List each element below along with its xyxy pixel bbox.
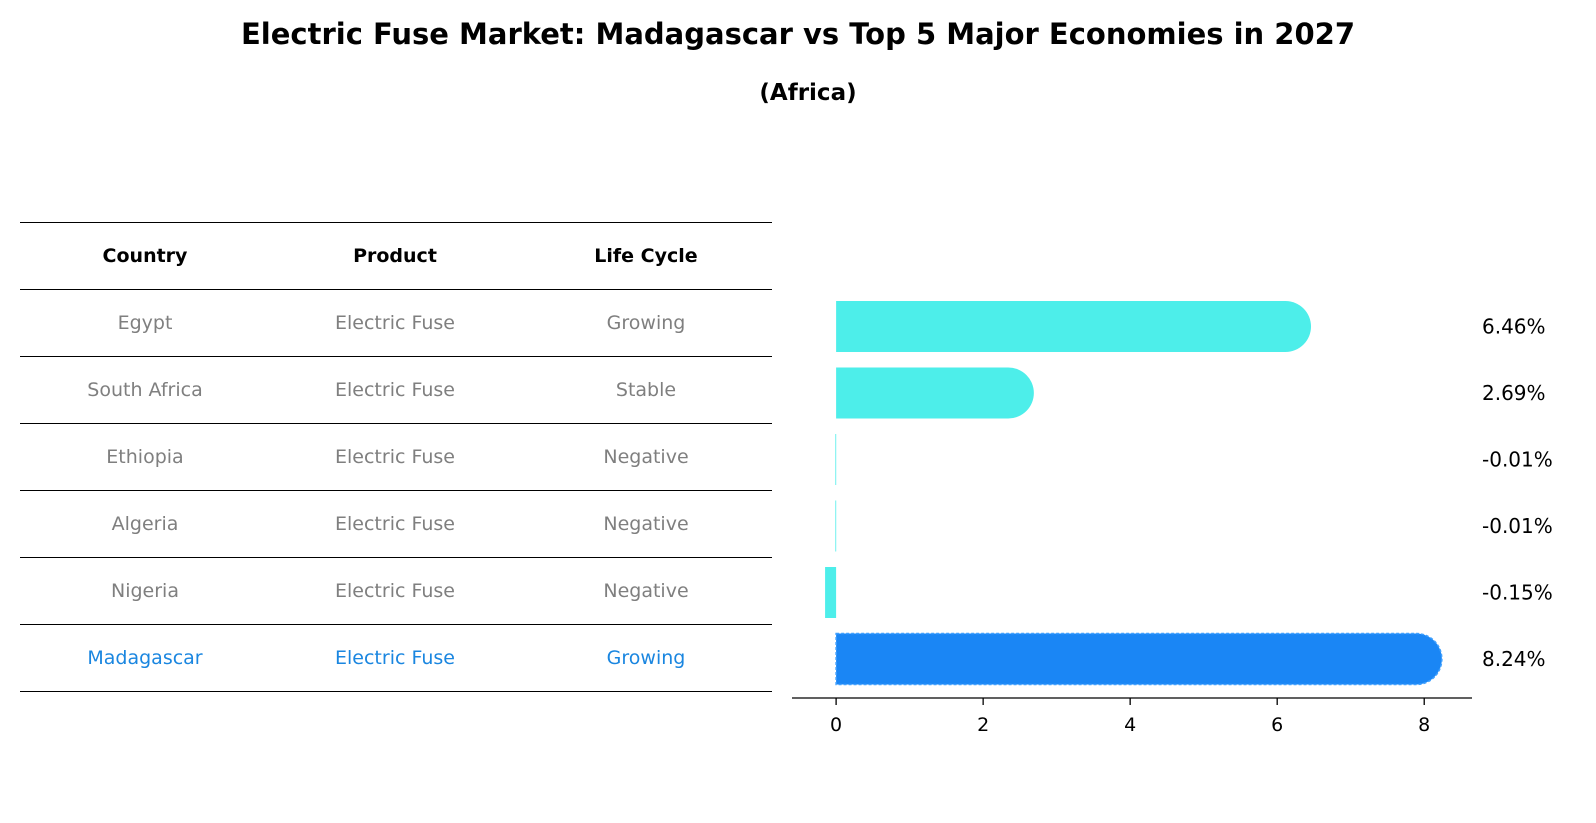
- value-label-ethiopia: -0.01%: [1482, 448, 1553, 472]
- product-cell: Electric Fuse: [335, 312, 455, 334]
- country-cell: Nigeria: [111, 580, 179, 602]
- bar-madagascar: [835, 632, 1443, 686]
- bar-egypt: [836, 301, 1312, 352]
- x-tick-label-8: 8: [1418, 714, 1430, 736]
- value-label-egypt: 6.46%: [1482, 315, 1546, 339]
- life-cycle-cell: Growing: [606, 647, 686, 669]
- chart-title: Electric Fuse Market: Madagascar vs Top …: [240, 17, 1355, 51]
- summary-table: Country Product Life Cycle Egypt Electri…: [20, 222, 772, 692]
- value-label-south-africa: 2.69%: [1482, 381, 1546, 405]
- bar-nigeria: [825, 567, 837, 618]
- bar-algeria: [835, 500, 837, 552]
- country-cell: Madagascar: [87, 647, 203, 669]
- country-cell: Ethiopia: [106, 446, 184, 468]
- table-row: Ethiopia Electric Fuse Negative: [20, 424, 772, 491]
- country-cell: Egypt: [117, 312, 173, 334]
- value-label-nigeria: -0.15%: [1482, 581, 1553, 605]
- header-life-cycle: Life Cycle: [594, 245, 698, 267]
- table-row: Egypt Electric Fuse Growing: [20, 290, 772, 357]
- x-tick-label-0: 0: [830, 714, 842, 736]
- bar-ethiopia: [835, 434, 837, 485]
- header-product: Product: [353, 245, 437, 267]
- product-cell: Electric Fuse: [335, 379, 455, 401]
- chart-subtitle: (Africa): [759, 80, 857, 106]
- bar-south-africa: [836, 367, 1034, 419]
- table-row-highlight: Madagascar Electric Fuse Growing: [20, 625, 772, 692]
- life-cycle-cell: Negative: [603, 580, 689, 602]
- table-header-row: Country Product Life Cycle: [20, 222, 772, 290]
- x-tick-label-4: 4: [1124, 714, 1136, 736]
- product-cell: Electric Fuse: [335, 513, 455, 535]
- x-tick-label-2: 2: [977, 714, 989, 736]
- country-cell: South Africa: [87, 379, 203, 401]
- product-cell: Electric Fuse: [335, 580, 455, 602]
- table-row: Algeria Electric Fuse Negative: [20, 491, 772, 558]
- header-country: Country: [102, 245, 188, 267]
- x-tick-label-6: 6: [1271, 714, 1283, 736]
- product-cell: Electric Fuse: [335, 647, 455, 669]
- value-label-madagascar: 8.24%: [1482, 647, 1546, 671]
- country-cell: Algeria: [111, 513, 179, 535]
- life-cycle-cell: Stable: [615, 379, 677, 401]
- product-cell: Electric Fuse: [335, 446, 455, 468]
- life-cycle-cell: Negative: [603, 446, 689, 468]
- life-cycle-cell: Negative: [603, 513, 689, 535]
- life-cycle-cell: Growing: [606, 312, 686, 334]
- table-row: Nigeria Electric Fuse Negative: [20, 558, 772, 625]
- table-row: South Africa Electric Fuse Stable: [20, 357, 772, 424]
- value-label-algeria: -0.01%: [1482, 514, 1553, 538]
